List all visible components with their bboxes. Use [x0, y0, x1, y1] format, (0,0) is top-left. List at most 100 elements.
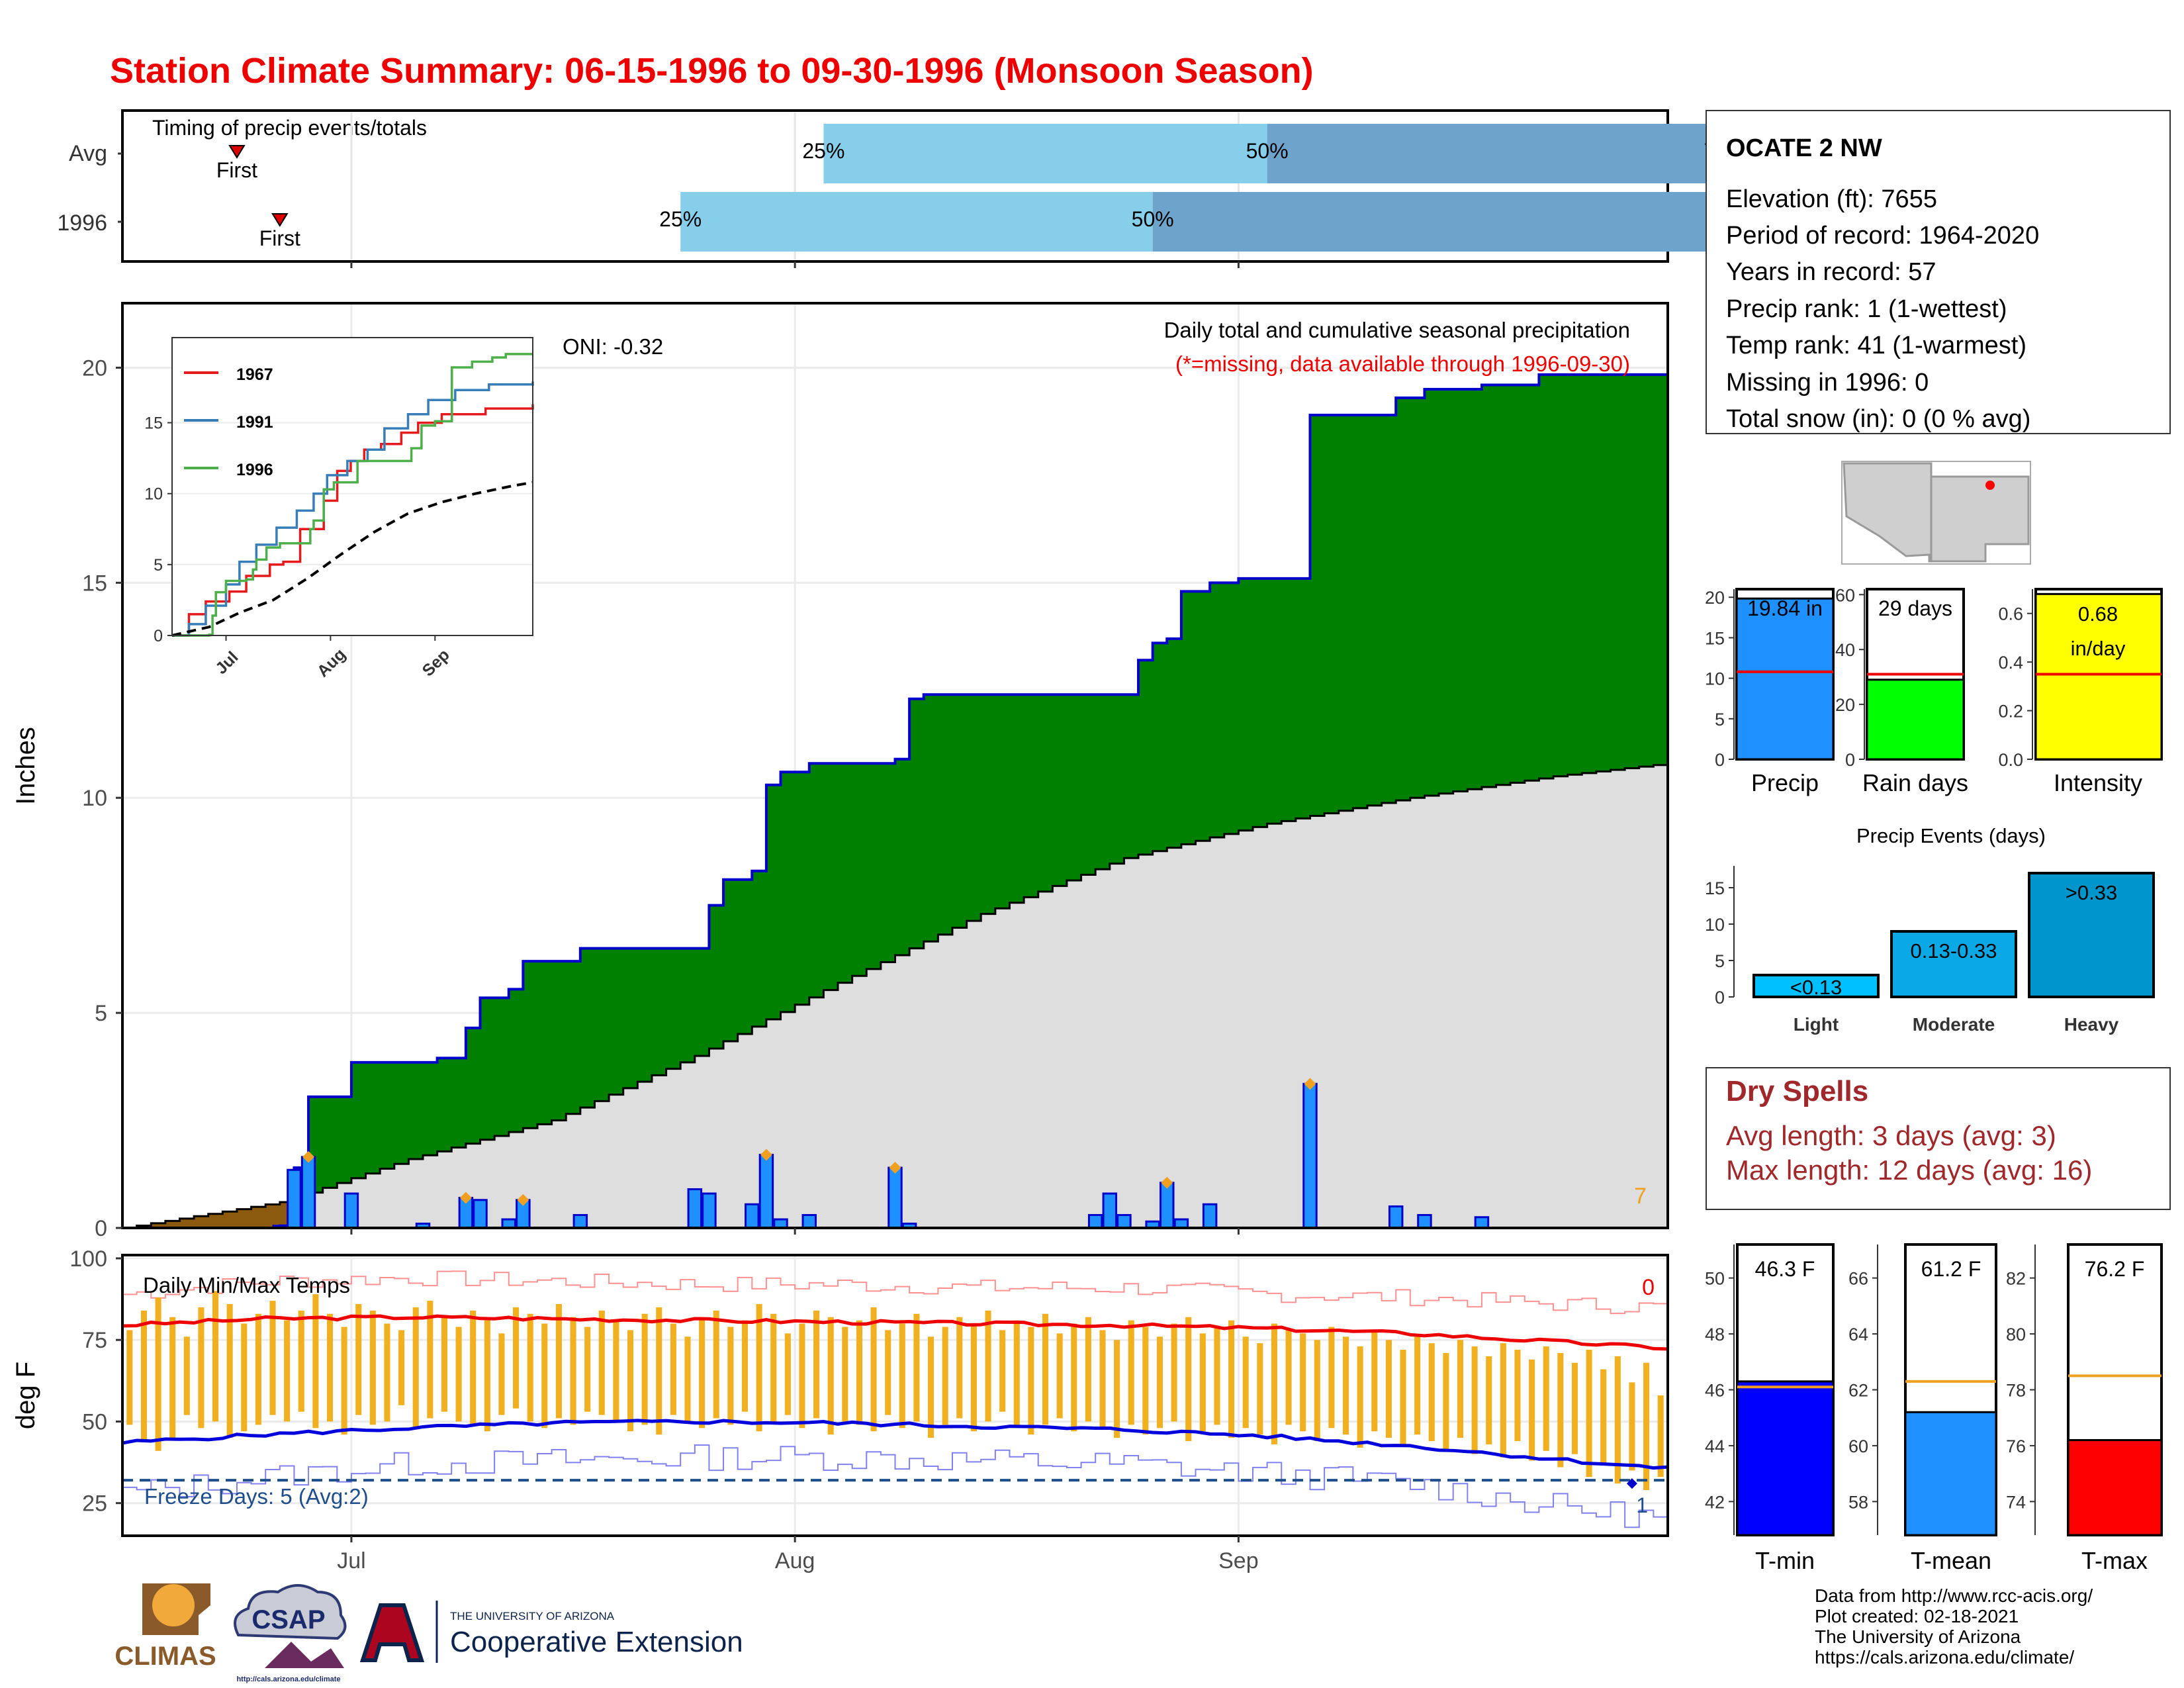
csap-logo-text: CSAP [251, 1605, 325, 1634]
daily-temp-range-bar [341, 1327, 347, 1435]
temp-stats-bars: 42 44 46 48 50 46.3 F T-min 58 60 62 64 66 61.2 F T-m… [1705, 1243, 2163, 1574]
temp-bar-tick-label: 64 [1848, 1325, 1868, 1344]
normal-cumulative-line [122, 763, 1669, 1229]
ua-small-text: THE UNIVERSITY OF ARIZONA [450, 1610, 615, 1622]
timing-first-marker [271, 213, 289, 227]
daily-precip-bar [1102, 1192, 1118, 1229]
timing-band-q25-q50 [680, 192, 1153, 252]
daily-temp-range-bar [885, 1330, 891, 1415]
daily-precip-bar [801, 1214, 817, 1229]
temp-bar-tick-label: 42 [1705, 1492, 1725, 1512]
daily-temp-range-bar [827, 1317, 834, 1435]
footer: CLIMAS CSAP http://cals.arizona.edu/clim… [114, 1583, 2093, 1683]
daily-temp-range-bar [1142, 1327, 1149, 1435]
stat-category-label-1: Rain days [1862, 769, 1968, 796]
precip-y-tick-label: 5 [95, 1001, 107, 1026]
credit-university: The University of Arizona [1815, 1626, 2021, 1647]
inset-legend-1996: 1996 [236, 461, 273, 479]
timing-row-label-1996: 1996 [57, 211, 107, 236]
daily-temp-range-bar [269, 1301, 276, 1415]
daily-temp-range-bar [1028, 1327, 1034, 1435]
temp-y-tick-label: 100 [69, 1246, 107, 1272]
precip-corner-count: 7 [1634, 1184, 1647, 1209]
temp-bar-tick-label: 50 [1705, 1269, 1725, 1289]
daily-temp-range-bar [1228, 1320, 1235, 1438]
timing-quantile-label: 25% [659, 207, 702, 231]
inset-legend-1967: 1967 [236, 365, 273, 384]
climas-sun [152, 1584, 195, 1626]
daily-temp-range-bar [1300, 1333, 1306, 1432]
timing-caption: Timing of precip events/totals [152, 116, 427, 140]
daily-precip-bar [702, 1192, 717, 1229]
daily-precip-bar [887, 1166, 903, 1229]
precip-panel: 0 5 10 15 20 Inches ONI: -0.32 Daily total a… [11, 302, 1669, 1241]
record-high-line [122, 1270, 1668, 1315]
daily-temp-range-bar [1571, 1362, 1578, 1454]
daily-temp-range-bar [1443, 1352, 1449, 1451]
daily-precip-bar [1116, 1214, 1132, 1229]
daily-temp-range-bar [1042, 1313, 1049, 1425]
station-years: Years in record: 57 [1726, 258, 1936, 286]
stat-tick-label: 0 [1845, 750, 1855, 770]
daily-temp-range-bar [999, 1330, 1006, 1412]
daily-precip-bar [1302, 1082, 1318, 1229]
daily-precip-bar [758, 1154, 774, 1229]
locator-map [1841, 461, 2031, 565]
daily-temp-range-bar [899, 1323, 905, 1429]
daily-precip-bar [1388, 1205, 1404, 1229]
daily-temp-range-bar [226, 1303, 233, 1438]
daily-temp-range-bar [241, 1323, 248, 1432]
month-tick-label: Aug [775, 1548, 815, 1573]
daily-temp-range-bar [1128, 1320, 1134, 1425]
daily-temp-range-bar [1471, 1346, 1478, 1454]
credits: Data from http://www.rcc-acis.org/ Plot … [1815, 1585, 2093, 1667]
temp-bar-category-label-2: T-max [2081, 1547, 2148, 1574]
temp-bar-category-label-0: T-min [1755, 1547, 1815, 1574]
stat-tick-label: 15 [1705, 628, 1725, 648]
daily-temp-range-bar [1500, 1343, 1506, 1458]
freeze-day-marker [1626, 1478, 1637, 1489]
stat-tick-label: 0.0 [1998, 750, 2023, 770]
daily-temp-range-bar [284, 1320, 291, 1422]
daily-temp-range-bar [756, 1303, 762, 1432]
daily-temp-range-bar [513, 1307, 520, 1409]
precip-subtitle: (*=missing, data available through 1996-… [1175, 352, 1630, 376]
stat-value-label-0: 19.84 in [1747, 596, 1823, 620]
timing-band-q25-q50 [823, 124, 1267, 183]
temp-bar-tick-label: 74 [2006, 1492, 2026, 1512]
ua-logo: THE UNIVERSITY OF ARIZONA Cooperative Ex… [359, 1601, 743, 1663]
daily-temp-range-bar [784, 1333, 791, 1415]
station-snow: Total snow (in): 0 (0 % avg) [1726, 405, 2030, 433]
month-tick-label: Sep [1218, 1548, 1259, 1573]
daily-temp-range-bar [856, 1320, 862, 1425]
daily-temp-range-bar [842, 1327, 848, 1422]
daily-temp-range-bar [1343, 1336, 1349, 1435]
station-info-box: OCATE 2 NW Elevation (ft): 7655 Period o… [1706, 110, 2171, 434]
daily-temp-range-bar [398, 1330, 405, 1405]
daily-precip-marker [760, 1149, 772, 1161]
daily-temp-range-bar [298, 1310, 304, 1412]
station-precip-rank: Precip rank: 1 (1-wettest) [1726, 295, 2007, 323]
daily-temp-range-bar [713, 1310, 719, 1419]
daily-precip-marker [1161, 1176, 1173, 1189]
dry-spells-box: Dry Spells Avg length: 3 days (avg: 3) M… [1706, 1067, 2171, 1210]
normal-max-line [122, 1314, 1668, 1351]
daily-temp-range-bar [1657, 1395, 1664, 1477]
daily-temp-range-bar [799, 1323, 805, 1429]
daily-temp-range-bar [641, 1313, 648, 1425]
daily-temp-range-bar [956, 1317, 963, 1419]
temp-content [122, 1270, 1668, 1528]
daily-temp-range-bar [684, 1336, 691, 1422]
daily-temp-range-bar [484, 1320, 490, 1432]
station-box-frame [1706, 110, 2171, 434]
stat-value-label-1: 29 days [1878, 596, 1952, 620]
daily-temp-range-bar [613, 1320, 619, 1422]
daily-temp-range-bar [942, 1327, 948, 1425]
daily-temp-range-bar [169, 1317, 176, 1438]
credit-created: Plot created: 02-18-2021 [1815, 1606, 2019, 1626]
temperature-panel: 25 50 75 100 deg F Daily Min/Max Temps 0 Fr… [11, 1246, 1669, 1537]
daily-precip-marker [1304, 1078, 1316, 1090]
events-bar-moderate [1890, 930, 2017, 998]
daily-temp-range-bar [355, 1303, 362, 1415]
